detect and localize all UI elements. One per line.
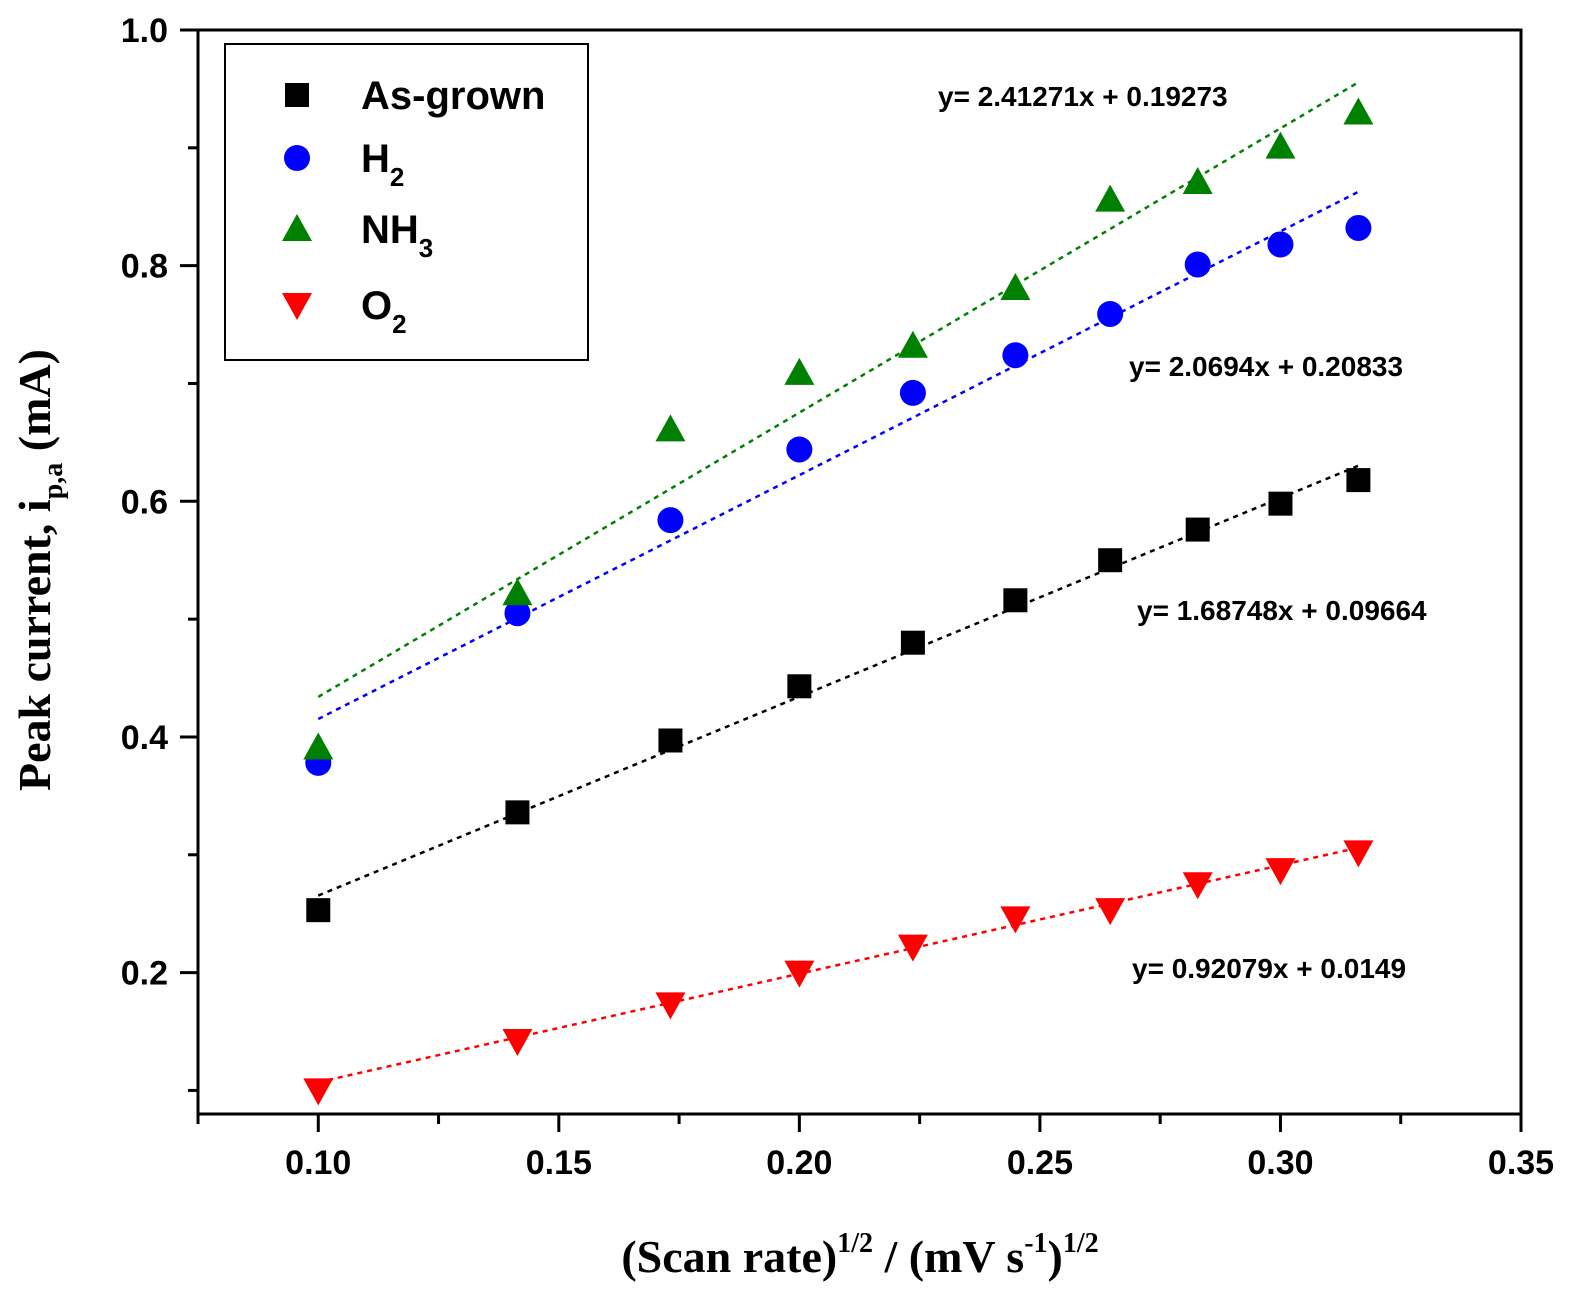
data-point-h2 xyxy=(1267,231,1294,258)
data-point-h2 xyxy=(1184,251,1211,278)
legend-label-o2: O2 xyxy=(361,284,407,339)
x-axis-title: (Scan rate)1/2 / (mV s-1)1/2 xyxy=(621,1228,1098,1282)
fit-lines-layer xyxy=(317,81,1360,1084)
x-axis-ticks: 0.10 0.15 0.20 0.25 0.30 0.35 xyxy=(196,1114,1554,1182)
legend-label-nh3: NH3 xyxy=(361,208,433,263)
data-point-as-grown xyxy=(306,898,331,923)
y-tick-label: 0.6 xyxy=(121,483,168,521)
data-point-nh3 xyxy=(1343,97,1374,125)
data-point-o2 xyxy=(1265,858,1296,886)
data-points-layer xyxy=(303,97,1374,1106)
legend-label-h2: H2 xyxy=(361,137,404,192)
fit-equation-as-grown: y= 1.68748x + 0.09664 xyxy=(1137,595,1427,626)
legend-marker-as-grown xyxy=(285,83,309,107)
x-axis-title-main: (Scan rate) xyxy=(621,1231,837,1282)
fit-line-nh3 xyxy=(317,81,1360,698)
y-axis-title: Peak current, ip,a (mA) xyxy=(9,349,69,791)
x-tick-label: 0.15 xyxy=(526,1144,592,1182)
y-axis-ticks: 0.2 0.4 0.6 0.8 1.0 xyxy=(121,12,198,1092)
data-point-h2 xyxy=(786,436,813,463)
x-tick-label: 0.30 xyxy=(1247,1144,1313,1182)
legend: As-grown H2 NH3 O2 xyxy=(224,43,589,361)
x-axis-title-sup2: -1 xyxy=(1024,1228,1047,1259)
data-point-h2 xyxy=(1002,342,1029,369)
data-point-as-grown xyxy=(1003,588,1028,613)
y-tick-label: 0.2 xyxy=(121,955,168,993)
y-tick-label: 0.4 xyxy=(121,719,168,757)
plot-frame xyxy=(196,28,1523,1116)
y-axis-title-main: Peak current, i xyxy=(9,499,60,791)
data-point-h2 xyxy=(657,507,684,534)
data-point-as-grown xyxy=(900,630,925,655)
data-point-as-grown xyxy=(658,728,683,753)
data-point-as-grown xyxy=(787,674,812,699)
data-point-nh3 xyxy=(1000,273,1031,301)
data-point-h2 xyxy=(899,379,926,406)
data-point-o2 xyxy=(1182,872,1213,900)
data-point-nh3 xyxy=(303,732,334,760)
x-tick-label: 0.20 xyxy=(766,1144,832,1182)
data-point-as-grown xyxy=(1346,468,1371,493)
fit-line-h2 xyxy=(317,190,1359,721)
data-point-nh3 xyxy=(655,414,686,442)
fit-equation-h2: y= 2.0694x + 0.20833 xyxy=(1129,351,1403,382)
x-axis-title-mid: / (mV s xyxy=(873,1231,1024,1282)
data-point-o2 xyxy=(502,1028,533,1056)
legend-marker-o2 xyxy=(282,293,312,320)
fit-line-o2 xyxy=(317,846,1359,1084)
data-point-h2 xyxy=(1097,300,1124,327)
x-axis-title-sup1: 1/2 xyxy=(837,1228,873,1259)
data-point-as-grown xyxy=(1268,491,1293,516)
legend-marker-h2 xyxy=(284,145,310,171)
fit-line-as-grown xyxy=(317,464,1359,897)
legend-marker-nh3 xyxy=(282,214,312,241)
data-point-nh3 xyxy=(1182,166,1213,194)
data-point-as-grown xyxy=(505,800,530,825)
data-point-nh3 xyxy=(1265,131,1296,159)
data-point-o2 xyxy=(1000,906,1031,934)
data-point-o2 xyxy=(1343,840,1374,868)
data-point-o2 xyxy=(1095,898,1126,926)
x-tick-label: 0.10 xyxy=(285,1144,351,1182)
x-tick-label: 0.25 xyxy=(1007,1144,1073,1182)
y-axis-title-unit: (mA) xyxy=(9,349,60,463)
data-point-o2 xyxy=(303,1078,334,1106)
data-point-h2 xyxy=(504,600,531,627)
data-point-h2 xyxy=(1345,214,1372,241)
data-point-as-grown xyxy=(1185,517,1210,542)
data-point-o2 xyxy=(655,992,686,1020)
data-point-nh3 xyxy=(897,330,928,358)
y-tick-label: 1.0 xyxy=(121,12,168,50)
data-point-o2 xyxy=(784,960,815,988)
data-point-nh3 xyxy=(784,357,815,385)
y-tick-label: 0.8 xyxy=(121,248,168,286)
x-tick-label: 0.35 xyxy=(1488,1144,1554,1182)
data-point-nh3 xyxy=(1095,184,1126,212)
fit-equation-o2: y= 0.92079x + 0.0149 xyxy=(1132,953,1406,984)
x-axis-title-sup3: 1/2 xyxy=(1063,1228,1099,1259)
data-point-as-grown xyxy=(1098,548,1123,573)
data-point-nh3 xyxy=(502,578,533,606)
fit-equation-labels: y= 1.68748x + 0.09664 y= 2.0694x + 0.2083… xyxy=(938,81,1427,984)
y-axis-title-sub: p,a xyxy=(38,463,69,500)
x-axis-title-close: ) xyxy=(1048,1231,1063,1282)
data-point-o2 xyxy=(897,934,928,962)
fit-equation-nh3: y= 2.41271x + 0.19273 xyxy=(938,81,1228,112)
legend-label-as-grown: As-grown xyxy=(361,74,545,118)
